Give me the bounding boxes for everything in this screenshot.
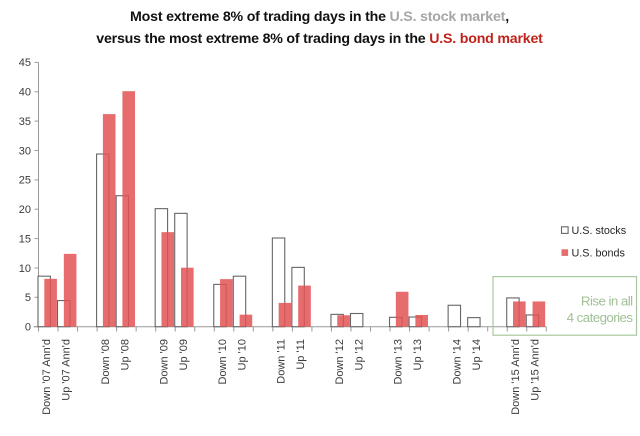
svg-text:Up '11: Up '11 (295, 339, 307, 370)
svg-text:5: 5 (25, 292, 31, 304)
svg-text:Down '08: Down '08 (100, 339, 112, 385)
svg-text:Up '08: Up '08 (119, 339, 131, 370)
svg-text:Down '14: Down '14 (451, 339, 463, 385)
svg-text:Down '13: Down '13 (393, 339, 405, 385)
svg-text:Down '07 Ann'd: Down '07 Ann'd (41, 339, 53, 415)
svg-text:Down '10: Down '10 (217, 339, 229, 385)
svg-text:Up '10: Up '10 (236, 339, 248, 370)
svg-text:0: 0 (25, 322, 31, 334)
svg-text:Up '12: Up '12 (354, 339, 366, 370)
svg-text:Down '12: Down '12 (334, 339, 346, 385)
svg-text:30: 30 (19, 145, 31, 157)
svg-text:40: 40 (19, 87, 31, 99)
svg-text:Up '14: Up '14 (471, 339, 483, 370)
svg-text:Up '09: Up '09 (178, 339, 190, 370)
svg-text:45: 45 (19, 57, 31, 69)
svg-text:15: 15 (19, 233, 31, 245)
svg-text:Up '15 Ann'd: Up '15 Ann'd (529, 339, 541, 401)
svg-text:Up '13: Up '13 (412, 339, 424, 370)
svg-text:10: 10 (19, 263, 31, 275)
svg-text:Up '07 Ann'd: Up '07 Ann'd (61, 339, 73, 401)
svg-text:Down '11: Down '11 (276, 339, 288, 384)
svg-text:Down '09: Down '09 (158, 339, 170, 385)
svg-text:20: 20 (19, 204, 31, 216)
svg-text:Rise in all: Rise in all (581, 294, 633, 309)
svg-text:35: 35 (19, 116, 31, 128)
svg-text:U.S. stocks: U.S. stocks (572, 225, 627, 237)
svg-text:4 categories: 4 categories (567, 310, 634, 325)
svg-text:25: 25 (19, 175, 31, 187)
svg-text:U.S. bonds: U.S. bonds (572, 247, 626, 259)
svg-text:Down '15 Ann'd: Down '15 Ann'd (510, 339, 522, 415)
